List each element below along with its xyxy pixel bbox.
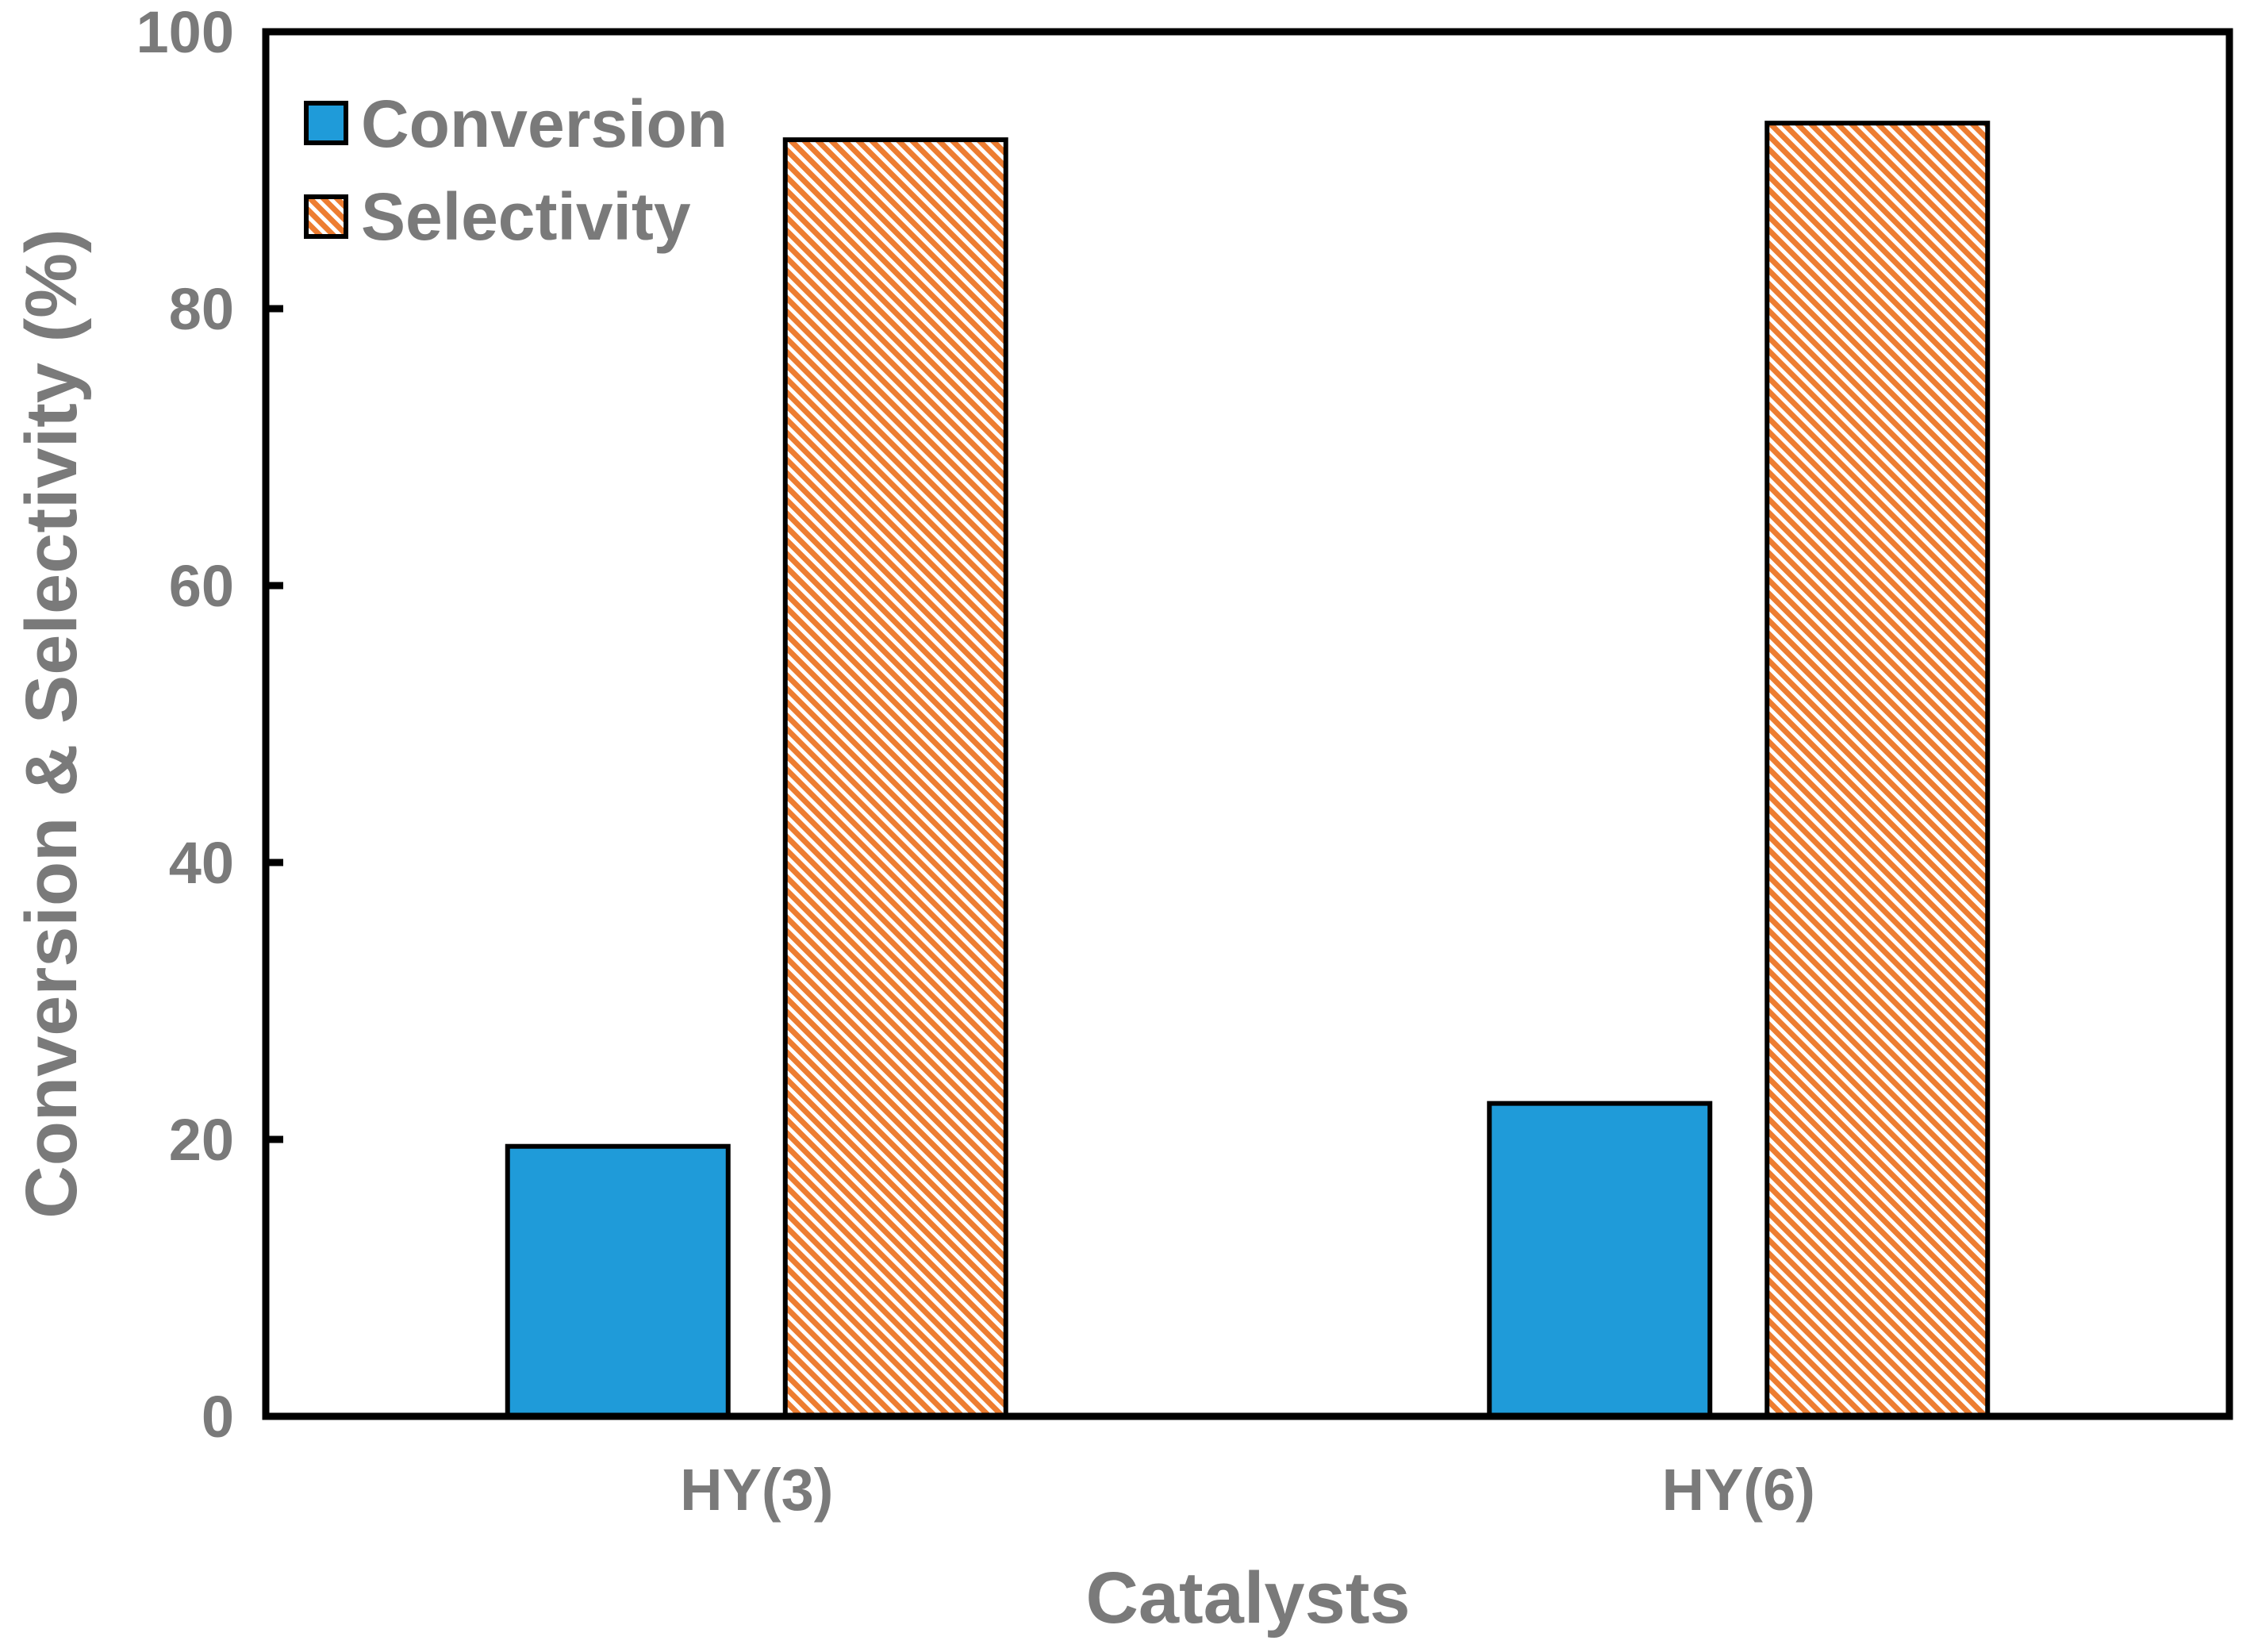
legend-swatch-conversion (304, 101, 348, 145)
y-axis-title: Conversion & Selectivity (%) (11, 229, 92, 1218)
bar-conversion-0 (505, 1143, 731, 1419)
y-axis-ticks: 0 20 40 60 80 100 (136, 0, 283, 1450)
x-axis-title: Catalysts (1085, 1558, 1410, 1639)
y-tick-label: 40 (169, 830, 234, 896)
y-tick-label: 80 (169, 276, 234, 342)
x-axis-ticks: HY(3) HY(6) (680, 1457, 1815, 1523)
legend-label-selectivity: Selectivity (361, 179, 691, 254)
plot-frame (262, 28, 2233, 1420)
bar-selectivity-1 (1764, 121, 1991, 1419)
x-tick-label: HY(3) (680, 1457, 833, 1523)
y-tick-label: 60 (169, 553, 234, 619)
x-tick-label: HY(6) (1662, 1457, 1815, 1523)
bars-layer (505, 121, 1991, 1420)
bar-selectivity-0 (782, 137, 1008, 1420)
y-tick-label: 20 (169, 1107, 234, 1173)
y-tick-label: 100 (136, 0, 234, 65)
legend: Conversion Selectivity (304, 86, 728, 254)
legend-label-conversion: Conversion (361, 86, 728, 161)
bar-conversion-1 (1487, 1101, 1713, 1419)
y-tick-label: 0 (202, 1384, 234, 1450)
legend-swatch-selectivity (304, 194, 348, 239)
